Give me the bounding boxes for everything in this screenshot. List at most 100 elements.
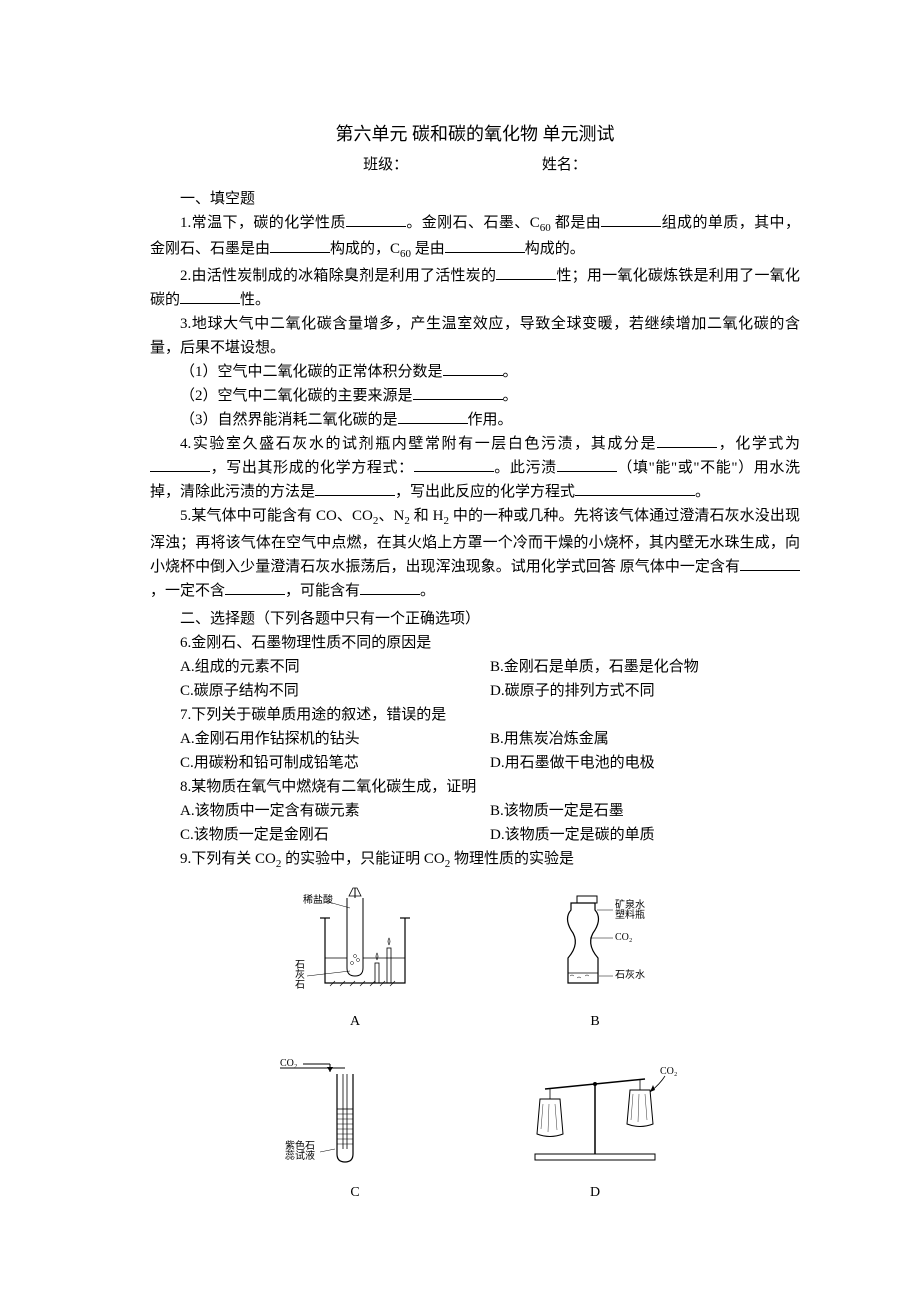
diagram-c-label2: 紫色石蕊试液 <box>285 1139 315 1162</box>
blank <box>601 226 661 227</box>
option-8c: C.该物质一定是金刚石 <box>180 823 490 847</box>
q9-text: 的实验中，只能证明 CO <box>281 851 444 867</box>
q4-text: ，写出此反应的化学方程式 <box>395 484 575 500</box>
blank <box>496 279 556 280</box>
subscript: 60 <box>400 248 411 260</box>
blank <box>270 252 330 253</box>
diagram-row-1: 稀盐酸 石灰石 A 矿 <box>265 883 685 1033</box>
blank <box>180 303 240 304</box>
option-6c: C.碳原子结构不同 <box>180 679 490 703</box>
option-6b: B.金刚石是单质，石墨是化合物 <box>490 655 800 679</box>
blank <box>360 594 420 595</box>
option-7d: D.用石墨做干电池的电极 <box>490 751 800 775</box>
question-6: 6.金刚石、石墨物理性质不同的原因是 <box>150 631 800 655</box>
blank <box>346 226 406 227</box>
class-label: 班级： <box>363 153 408 177</box>
page-title: 第六单元 碳和碳的氧化物 单元测试 <box>150 120 800 149</box>
option-6d: D.碳原子的排列方式不同 <box>490 679 800 703</box>
question-4: 4.实验室久盛石灰水的试剂瓶内壁常附有一层白色污渍，其成分是 ，化学式为 ，写出其形… <box>150 432 800 504</box>
question-3-2: （2）空气中二氧化碳的主要来源是 。 <box>150 384 800 408</box>
blank <box>315 495 395 496</box>
blank <box>445 252 525 253</box>
subtitle-row: 班级： 姓名： <box>150 153 800 177</box>
question-3-3: （3）自然界能消耗二氧化碳的是作用。 <box>150 408 800 432</box>
blank <box>557 471 617 472</box>
diagram-c: CO₂ <box>265 1054 445 1204</box>
diagram-b-box: 矿泉水塑料瓶 CO₂ 石灰水 <box>505 883 685 1003</box>
question-9: 9.下列有关 CO2 的实验中，只能证明 CO2 物理性质的实验是 <box>150 847 800 874</box>
diagram-d: CO₂ D <box>505 1054 685 1204</box>
q4-text: 4.实验室久盛石灰水的试剂瓶内壁常附有一层白色污渍，其成分是 <box>180 436 657 452</box>
diagrams-container: 稀盐酸 石灰石 A 矿 <box>150 883 800 1224</box>
diagram-b-label3: 石灰水 <box>615 968 645 981</box>
blank <box>413 399 503 400</box>
option-8d: D.该物质一定是碳的单质 <box>490 823 800 847</box>
question-3-1: （1）空气中二氧化碳的正常体积分数是 。 <box>150 360 800 384</box>
q5-text: 和 H <box>410 508 444 524</box>
blank <box>740 570 800 571</box>
option-8a: A.该物质中一定含有碳元素 <box>180 799 490 823</box>
q4-text: ，写出其形成的化学方程式： <box>210 460 414 476</box>
option-7a: A.金刚石用作钻探机的钻头 <box>180 727 490 751</box>
diagram-row-2: CO₂ <box>265 1054 685 1204</box>
diagram-c-label1: CO₂ <box>280 1058 297 1069</box>
diagram-a-label1: 稀盐酸 <box>303 893 333 906</box>
section1-header: 一、填空题 <box>150 187 800 211</box>
blank <box>150 471 210 472</box>
blank <box>443 375 503 376</box>
q9-text: 物理性质的实验是 <box>450 851 574 867</box>
blank <box>575 495 695 496</box>
blank <box>398 423 468 424</box>
question-8: 8.某物质在氧气中燃烧有二氧化碳生成，证明 <box>150 775 800 799</box>
q3-2-text: （2）空气中二氧化碳的主要来源是 <box>180 388 413 404</box>
q5-text: ，一定不含 <box>150 583 225 599</box>
q2-text: 2.由活性炭制成的冰箱除臭剂是利用了活性炭的 <box>180 268 496 284</box>
section2-header: 二、选择题（下列各题中只有一个正确选项） <box>150 607 800 631</box>
q3-2-text: 。 <box>503 388 518 404</box>
q1-text: 1.常温下，碳的化学性质 <box>180 215 346 231</box>
q5-text: 5.某气体中可能含有 CO、CO <box>180 508 373 524</box>
q5-text: 。 <box>420 583 435 599</box>
diagram-a-label2: 石灰石 <box>295 960 305 991</box>
diagram-d-svg: CO₂ <box>495 1054 695 1174</box>
option-7c: C.用碳粉和铅可制成铅笔芯 <box>180 751 490 775</box>
q9-text: 9.下列有关 CO <box>180 851 276 867</box>
blank <box>414 471 494 472</box>
diagram-b-label2: CO₂ <box>615 932 632 943</box>
q7-options-row1: A.金刚石用作钻探机的钻头 B.用焦炭冶炼金属 <box>150 727 800 751</box>
name-label: 姓名： <box>542 153 587 177</box>
question-1: 1.常温下，碳的化学性质。金刚石、石墨、C60 都是由组成的单质，其中，金刚石、… <box>150 211 800 264</box>
diagram-d-box: CO₂ <box>505 1054 685 1174</box>
option-8b: B.该物质一定是石墨 <box>490 799 800 823</box>
diagram-c-svg: CO₂ <box>275 1054 435 1174</box>
option-7b: B.用焦炭冶炼金属 <box>490 727 800 751</box>
diagram-c-label: C <box>350 1182 359 1204</box>
q7-options-row2: C.用碳粉和铅可制成铅笔芯 D.用石墨做干电池的电极 <box>150 751 800 775</box>
diagram-d-label: D <box>590 1182 600 1204</box>
q5-text: ，可能含有 <box>285 583 360 599</box>
blank <box>657 447 717 448</box>
diagram-b-label1: 矿泉水塑料瓶 <box>615 898 645 921</box>
question-7: 7.下列关于碳单质用途的叙述，错误的是 <box>150 703 800 727</box>
q1-text: 构成的，C <box>330 241 400 257</box>
q4-text: 。此污渍 <box>494 460 557 476</box>
question-5: 5.某气体中可能含有 CO、CO2、N2 和 H2 中的一种或几种。先将该气体通… <box>150 504 800 603</box>
q2-text: 性。 <box>240 292 270 308</box>
diagram-b-label: B <box>590 1011 599 1033</box>
subscript: 60 <box>540 222 551 234</box>
diagram-b-svg: 矿泉水塑料瓶 CO₂ 石灰水 <box>515 888 675 998</box>
diagram-a-label: A <box>350 1011 360 1033</box>
q3-1-text: （1）空气中二氧化碳的正常体积分数是 <box>180 364 443 380</box>
question-3-intro: 3.地球大气中二氧化碳含量增多，产生温室效应，导致全球变暖，若继续增加二氧化碳的… <box>150 312 800 360</box>
q1-text: 构成的。 <box>525 241 585 257</box>
diagram-d-label1: CO₂ <box>660 1066 677 1077</box>
diagram-b: 矿泉水塑料瓶 CO₂ 石灰水 B <box>505 883 685 1033</box>
diagram-c-box: CO₂ <box>265 1054 445 1174</box>
q5-text: 、N <box>378 508 404 524</box>
blank <box>225 594 285 595</box>
q3-3-text: （3）自然界能消耗二氧化碳的是 <box>180 412 398 428</box>
q3-1-text: 。 <box>503 364 518 380</box>
q4-text: ，化学式为 <box>717 436 800 452</box>
q8-options-row2: C.该物质一定是金刚石 D.该物质一定是碳的单质 <box>150 823 800 847</box>
q1-text: 都是由 <box>551 215 601 231</box>
